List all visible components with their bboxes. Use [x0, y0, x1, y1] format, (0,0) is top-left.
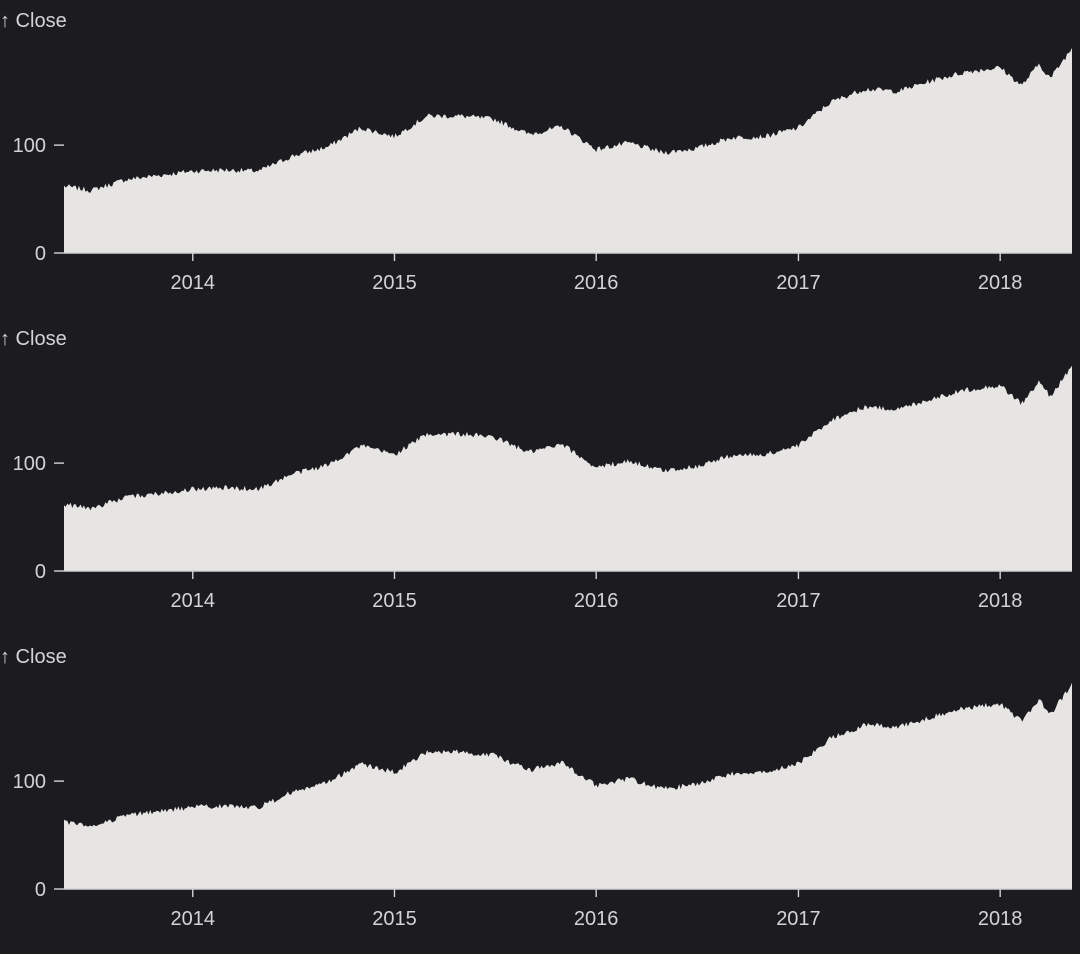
x-tick-label-2014: 2014 — [171, 590, 216, 612]
y-tick-label-0: 0 — [35, 243, 46, 265]
x-tick-label-2015: 2015 — [372, 908, 417, 930]
x-tick-label-2015: 2015 — [372, 590, 417, 612]
y-axis-label: ↑ Close — [0, 646, 67, 668]
close-area-series — [64, 365, 1072, 571]
chart-panel-2: ↑ Close 0 100 2014 2015 2016 2017 2018 — [0, 318, 1080, 636]
x-tick-label-2015: 2015 — [372, 272, 417, 294]
y-tick-label-100: 100 — [13, 453, 46, 475]
x-tick-label-2016: 2016 — [574, 908, 619, 930]
x-tick-label-2017: 2017 — [776, 590, 821, 612]
chart-panel-3: ↑ Close 0 100 2014 2015 2016 2017 2018 — [0, 636, 1080, 954]
x-tick-label-2014: 2014 — [171, 272, 216, 294]
close-area-series — [64, 47, 1072, 254]
y-tick-label-100: 100 — [13, 135, 46, 157]
x-tick-label-2018: 2018 — [978, 908, 1023, 930]
x-tick-label-2017: 2017 — [776, 908, 821, 930]
close-area-chart-1: ↑ Close 0 100 2014 2015 2016 2017 2018 — [0, 10, 1072, 294]
close-area-chart-3: ↑ Close 0 100 2014 2015 2016 2017 2018 — [0, 646, 1072, 930]
y-tick-label-0: 0 — [35, 561, 46, 583]
x-tick-label-2014: 2014 — [171, 908, 216, 930]
y-axis-label: ↑ Close — [0, 10, 67, 32]
x-tick-label-2018: 2018 — [978, 272, 1023, 294]
y-tick-label-100: 100 — [13, 771, 46, 793]
x-tick-label-2016: 2016 — [574, 590, 619, 612]
y-axis-label: ↑ Close — [0, 328, 67, 350]
x-tick-label-2016: 2016 — [574, 272, 619, 294]
x-tick-label-2018: 2018 — [978, 590, 1023, 612]
y-tick-label-0: 0 — [35, 879, 46, 901]
close-area-chart-2: ↑ Close 0 100 2014 2015 2016 2017 2018 — [0, 328, 1072, 612]
x-tick-label-2017: 2017 — [776, 272, 821, 294]
close-area-series — [64, 682, 1072, 889]
chart-panel-1: ↑ Close 0 100 2014 2015 2016 2017 2018 — [0, 0, 1080, 318]
